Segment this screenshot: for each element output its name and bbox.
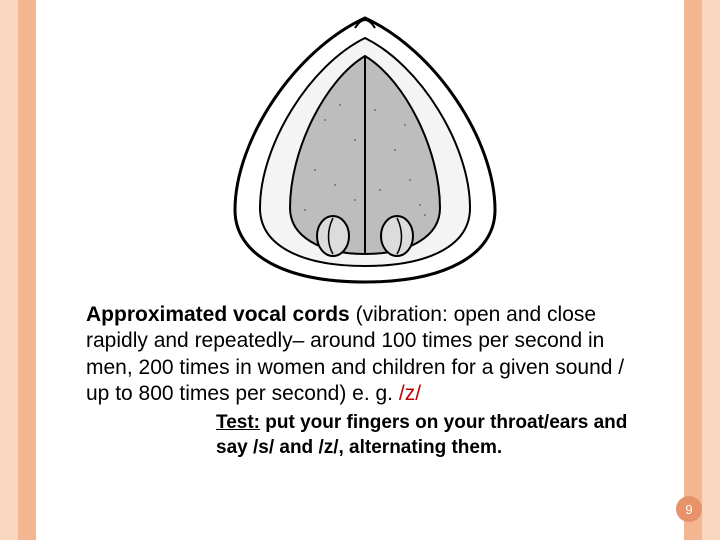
lead-term: Approximated vocal cords [86,303,350,326]
decorative-stripe-outer-right [702,0,720,540]
figure-container [86,10,644,290]
example-phoneme: /z/ [399,382,421,405]
slide-content: Approximated vocal cords (vibration: ope… [36,0,684,540]
larynx-diagram [205,10,525,290]
page-number-value: 9 [685,502,692,517]
test-label: Test: [216,412,260,433]
body-paragraph: Approximated vocal cords (vibration: ope… [86,302,644,407]
test-body: put your fingers on your throat/ears and… [216,412,627,458]
decorative-stripe-inner-right [684,0,702,540]
decorative-stripe-outer-left [0,0,18,540]
decorative-stripe-inner-left [18,0,36,540]
page-number-badge: 9 [676,496,702,522]
test-instruction: Test: put your fingers on your throat/ea… [86,411,644,460]
